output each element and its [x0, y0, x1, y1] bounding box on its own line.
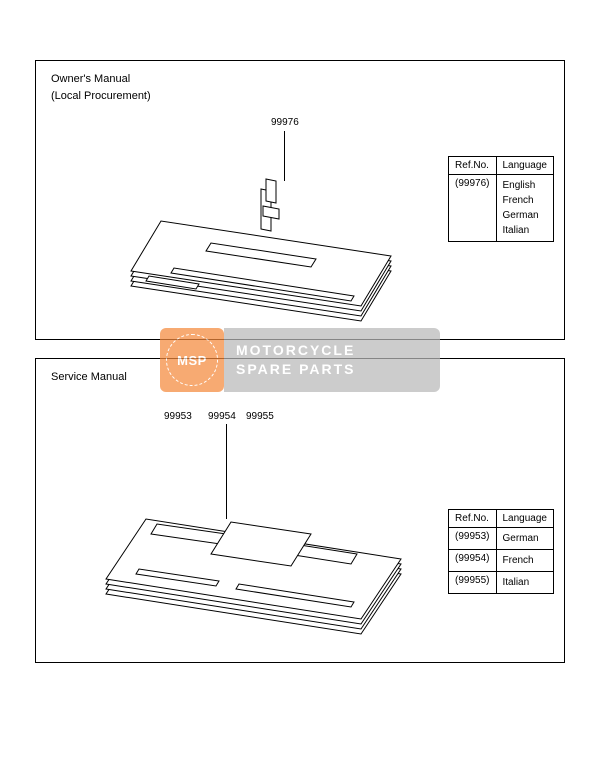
- table-row: (99976) English French German Italian: [449, 175, 554, 242]
- cell-language: English French German Italian: [496, 175, 554, 242]
- watermark-badge: MSP: [160, 328, 224, 392]
- cell-refno: (99976): [449, 175, 496, 242]
- col-language: Language: [496, 510, 554, 528]
- callout-99955: 99955: [246, 411, 274, 422]
- col-refno: Ref.No.: [449, 510, 496, 528]
- watermark-text: MOTORCYCLE SPARE PARTS: [224, 328, 440, 392]
- owners-ref-table: Ref.No. Language (99976) English French …: [448, 156, 554, 242]
- watermark-badge-text: MSP: [177, 353, 207, 368]
- service-manual-diagram: [91, 419, 411, 649]
- watermark-line1: MOTORCYCLE: [236, 341, 440, 360]
- callout-99954: 99954: [208, 411, 236, 422]
- service-ref-table: Ref.No. Language (99953) German (99954) …: [448, 509, 554, 594]
- col-refno: Ref.No.: [449, 157, 496, 175]
- leader-line: [284, 131, 285, 181]
- cell-language: French: [496, 550, 554, 572]
- table-row: (99955) Italian: [449, 572, 554, 594]
- service-manual-panel: Service Manual 99953 99954 99955 Ref.No.…: [35, 358, 565, 663]
- cell-refno: (99953): [449, 528, 496, 550]
- table-header-row: Ref.No. Language: [449, 157, 554, 175]
- cell-refno: (99954): [449, 550, 496, 572]
- table-row: (99953) German: [449, 528, 554, 550]
- cell-language: Italian: [496, 572, 554, 594]
- owners-panel-title: Owner's Manual (Local Procurement): [51, 71, 151, 104]
- col-language: Language: [496, 157, 554, 175]
- service-panel-title: Service Manual: [51, 369, 127, 386]
- watermark-line2: SPARE PARTS: [236, 360, 440, 379]
- leader-line: [226, 424, 227, 519]
- table-row: (99954) French: [449, 550, 554, 572]
- cell-refno: (99955): [449, 572, 496, 594]
- owners-manual-diagram: [111, 131, 411, 331]
- owners-manual-panel: Owner's Manual (Local Procurement) 99976…: [35, 60, 565, 340]
- cell-language: German: [496, 528, 554, 550]
- table-header-row: Ref.No. Language: [449, 510, 554, 528]
- msp-watermark: MSP MOTORCYCLE SPARE PARTS: [160, 328, 440, 392]
- callout-99953: 99953: [164, 411, 192, 422]
- callout-99976: 99976: [271, 117, 299, 128]
